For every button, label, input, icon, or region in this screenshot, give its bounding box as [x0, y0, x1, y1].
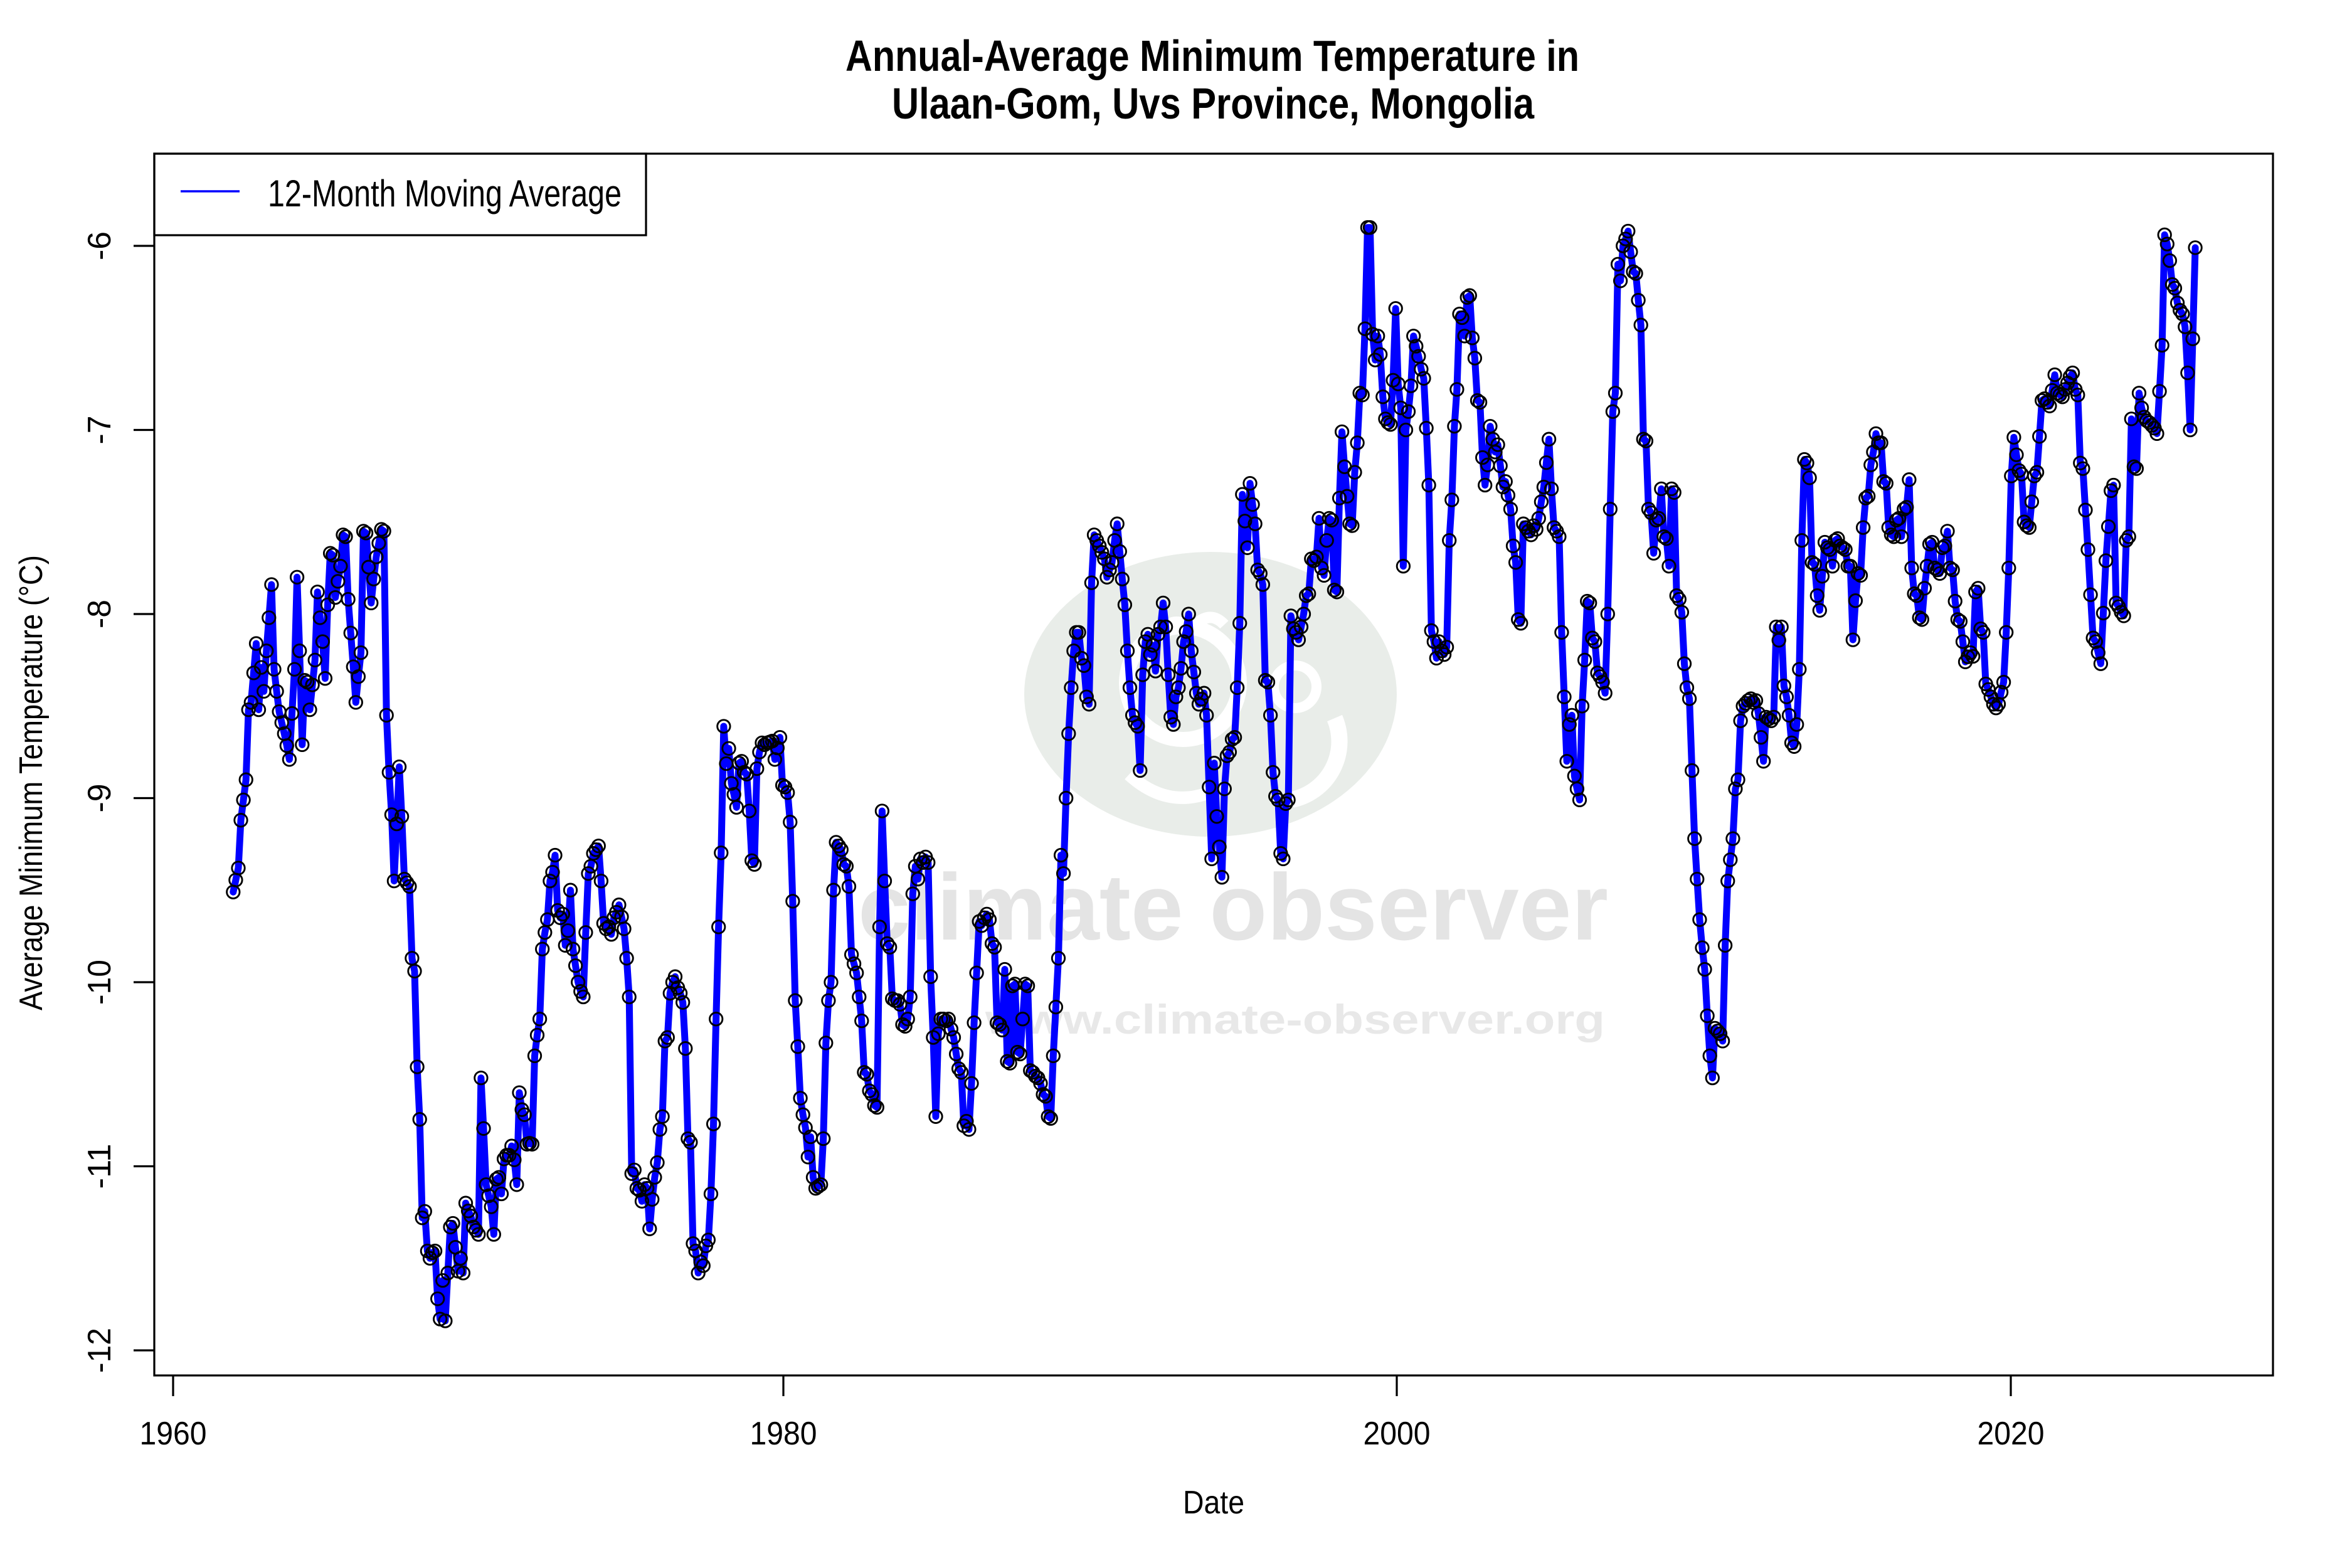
svg-text:Ulaan-Gom, Uvs Province, Mongo: Ulaan-Gom, Uvs Province, Mongolia: [892, 79, 1535, 128]
svg-text:-7: -7: [82, 416, 118, 445]
svg-text:1960: 1960: [140, 1416, 207, 1452]
svg-text:-12: -12: [82, 1328, 118, 1373]
svg-text:-10: -10: [82, 960, 118, 1005]
svg-text:-8: -8: [82, 600, 118, 628]
svg-text:-11: -11: [82, 1144, 118, 1189]
svg-text:climate observer: climate observer: [858, 854, 1608, 960]
svg-text:2000: 2000: [1364, 1416, 1431, 1452]
svg-text:Date: Date: [1183, 1485, 1244, 1521]
svg-text:12-Month Moving Average: 12-Month Moving Average: [268, 172, 622, 215]
svg-text:-6: -6: [82, 231, 118, 260]
svg-text:1980: 1980: [750, 1416, 817, 1452]
svg-text:Average Minimum Temperature (°: Average Minimum Temperature (°C): [13, 555, 50, 1010]
svg-text:-9: -9: [82, 784, 118, 813]
svg-text:www.climate-observer.org: www.climate-observer.org: [985, 996, 1605, 1042]
svg-text:Annual-Average Minimum Tempera: Annual-Average Minimum Temperature in: [845, 31, 1579, 80]
svg-text:2020: 2020: [1978, 1416, 2045, 1452]
